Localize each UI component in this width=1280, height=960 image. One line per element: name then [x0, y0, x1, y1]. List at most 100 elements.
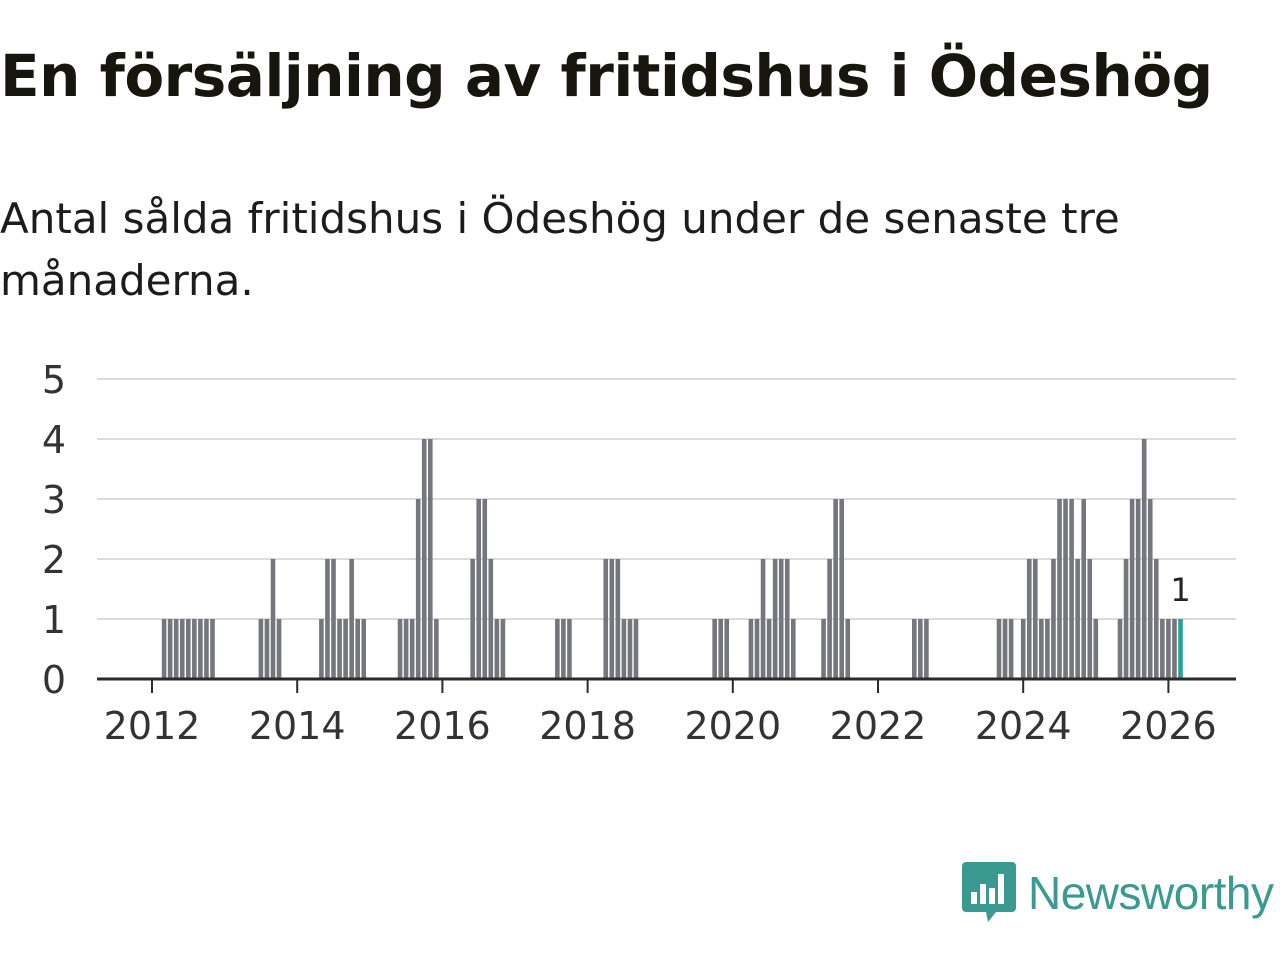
bar — [1141, 439, 1147, 679]
bar — [567, 619, 572, 679]
y-axis-ticks: 0 1 2 3 4 5 — [42, 358, 66, 702]
bar — [1026, 559, 1032, 679]
bar — [621, 619, 627, 679]
bar — [173, 619, 179, 679]
bar — [827, 559, 832, 679]
brand-name: Newsworthy — [1028, 867, 1274, 919]
bar — [1117, 619, 1123, 679]
bar — [1057, 499, 1062, 679]
bar — [712, 619, 717, 679]
bar — [403, 619, 409, 679]
bar — [633, 619, 639, 679]
bar — [821, 619, 826, 679]
bar-highlight — [1178, 619, 1183, 679]
bar — [421, 439, 427, 679]
bar — [760, 559, 766, 679]
bar — [179, 619, 185, 679]
bar — [355, 619, 360, 679]
bar — [1069, 499, 1074, 679]
bar — [476, 499, 481, 679]
bar — [409, 619, 415, 679]
y-tick-label: 2 — [42, 538, 66, 582]
bar — [258, 619, 264, 679]
x-axis: 2012 2014 2016 2018 2020 2022 2024 2026 — [97, 677, 1236, 748]
bar — [1135, 499, 1141, 679]
bar — [627, 619, 633, 679]
bar — [276, 619, 282, 679]
data-labels: 1 — [1170, 571, 1190, 609]
bar — [1087, 559, 1093, 679]
page-title: En försäljning av fritidshus i Ödeshög — [0, 42, 1213, 110]
x-tick-label: 2020 — [684, 704, 781, 748]
bar — [192, 619, 197, 679]
bar — [470, 559, 475, 679]
bar — [609, 559, 615, 679]
bar — [748, 619, 754, 679]
bar — [270, 559, 276, 679]
bar — [1123, 559, 1129, 679]
bar — [1020, 619, 1026, 679]
bar — [754, 619, 760, 679]
bar — [428, 439, 433, 679]
data-label: 1 — [1170, 571, 1190, 609]
bar — [1039, 619, 1044, 679]
y-tick-label: 1 — [42, 598, 66, 642]
bar — [349, 559, 354, 679]
x-tick-label: 2016 — [394, 704, 491, 748]
bar — [331, 559, 336, 679]
bar — [791, 619, 796, 679]
x-tick-label: 2024 — [975, 704, 1072, 748]
bar — [1129, 499, 1135, 679]
bar — [718, 619, 723, 679]
bar — [772, 559, 778, 679]
y-tick-label: 0 — [42, 658, 66, 702]
newsworthy-logo: Newsworthy — [962, 862, 1274, 924]
bar — [500, 619, 506, 679]
bar — [198, 619, 203, 679]
bar — [1045, 619, 1050, 679]
bar — [1075, 559, 1080, 679]
bar — [912, 619, 917, 679]
bar — [784, 559, 790, 679]
bar — [1081, 499, 1086, 679]
bar — [1172, 619, 1177, 679]
x-tick-label: 2012 — [104, 704, 201, 748]
bar — [555, 619, 560, 679]
bar — [210, 619, 215, 679]
x-tick-label: 2022 — [830, 704, 927, 748]
bar — [766, 619, 772, 679]
bar — [603, 559, 609, 679]
bar — [397, 619, 403, 679]
x-tick-label: 2014 — [249, 704, 346, 748]
bar — [167, 619, 173, 679]
bar — [264, 619, 270, 679]
bar — [918, 619, 923, 679]
bar — [1033, 559, 1038, 679]
bar — [1002, 619, 1008, 679]
bar — [996, 619, 1002, 679]
page-subtitle: Antal sålda fritidshus i Ödeshög under d… — [0, 194, 1120, 305]
bar — [325, 559, 330, 679]
bar — [1147, 499, 1153, 679]
bar — [482, 499, 488, 679]
y-tick-label: 4 — [42, 418, 66, 462]
bar — [1063, 499, 1068, 679]
bar — [1093, 619, 1099, 679]
bar — [204, 619, 209, 679]
bar — [1160, 619, 1165, 679]
bar — [1051, 559, 1056, 679]
bar — [839, 499, 844, 679]
bar — [361, 619, 367, 679]
bar — [494, 619, 500, 679]
bar — [615, 559, 621, 679]
bar — [1008, 619, 1014, 679]
bar — [343, 619, 348, 679]
bar — [833, 499, 838, 679]
bar — [1154, 559, 1159, 679]
bar — [319, 619, 324, 679]
bar — [845, 619, 851, 679]
bar — [561, 619, 566, 679]
bar — [337, 619, 342, 679]
bar — [924, 619, 929, 679]
